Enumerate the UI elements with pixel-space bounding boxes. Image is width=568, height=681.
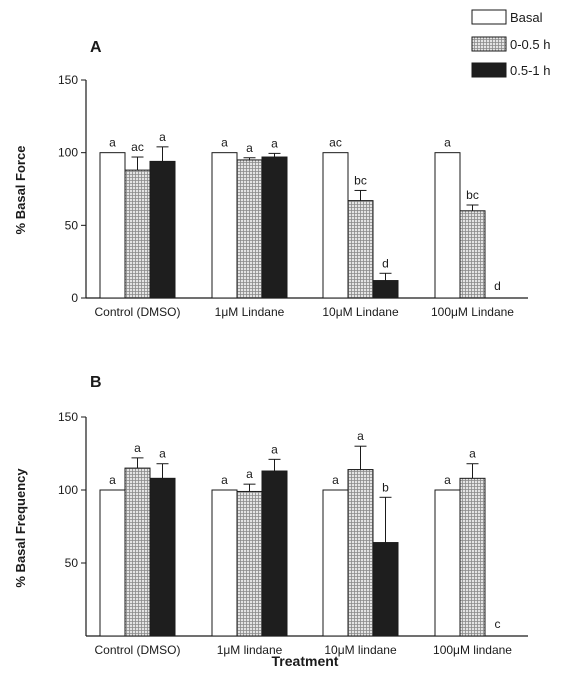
panel-b-significance-label: a [332, 473, 339, 487]
panel-a-significance-label: bc [466, 188, 479, 202]
panel-a-significance-label: a [271, 136, 278, 150]
panel-b-category-label: 100μM lindane [433, 643, 512, 657]
panel-b-significance-label: a [246, 467, 253, 481]
panel-a-chart: A % Basal Force 0 50 100 150 a ac a Control (DM… [13, 39, 528, 319]
panel-a-bar [124, 169, 151, 299]
panel-b-bar [99, 489, 126, 637]
panel-b-significance-label: a [109, 473, 116, 487]
panel-b-bar [124, 467, 151, 637]
panel-b-significance-label: a [444, 473, 451, 487]
panel-a-category-label: Control (DMSO) [94, 305, 180, 319]
panel-b-bar [149, 477, 176, 637]
panel-a-bar [149, 160, 176, 299]
panel-a-y-axis-title: % Basal Force [13, 146, 28, 235]
panel-b-y-axis-title: % Basal Frequency [13, 468, 28, 588]
panel-b-y-tick-label: 150 [58, 410, 78, 424]
panel-b-category-label: 1μM lindane [217, 643, 283, 657]
legend-swatch-0-0.5h [471, 36, 507, 52]
panel-a-significance-label: ac [329, 136, 342, 150]
panel-a-significance-label: bc [354, 173, 367, 187]
legend: Basal 0-0.5 h 0.5-1 h [471, 9, 550, 78]
panel-a-label: A [90, 39, 102, 56]
panel-b-significance-label: a [134, 441, 141, 455]
legend-label-0.5-1h: 0.5-1 h [510, 63, 550, 78]
panel-b-bar [322, 489, 349, 637]
panel-a-category-label: 10μM Lindane [322, 305, 399, 319]
panel-a-y-tick-label: 50 [65, 218, 79, 232]
panel-b-label: B [90, 374, 102, 391]
panel-b-bar [372, 542, 399, 637]
panel-a-bar [459, 210, 486, 299]
legend-label-basal: Basal [510, 10, 543, 25]
panel-a-category-label: 1μM Lindane [215, 305, 285, 319]
panel-b-bar [261, 470, 288, 637]
panel-b-significance-label: a [271, 442, 278, 456]
panel-a-y-tick-label: 150 [58, 73, 78, 87]
panel-b-bar [236, 490, 263, 637]
panel-a-significance-label: d [494, 279, 501, 293]
panel-b-bar [459, 477, 486, 637]
panel-b-y-tick-label: 50 [65, 556, 79, 570]
panel-a-significance-label: ac [131, 140, 144, 154]
panel-b-y-tick-label: 100 [58, 483, 78, 497]
panel-b-category-label: 10μM lindane [324, 643, 397, 657]
legend-label-0-0.5h: 0-0.5 h [510, 37, 550, 52]
panel-a-bar [236, 159, 263, 299]
panel-a-significance-label: a [246, 141, 253, 155]
panel-a-y-tick-label: 100 [58, 146, 78, 160]
panel-a-significance-label: d [382, 256, 389, 270]
panel-b-significance-label: a [469, 447, 476, 461]
panel-b-significance-label: a [221, 473, 228, 487]
legend-swatch-0.5-1h [471, 62, 507, 78]
panel-a-bar [347, 200, 374, 299]
panel-b-significance-label: b [382, 480, 389, 494]
panel-a-significance-label: a [159, 130, 166, 144]
panel-a-significance-label: a [109, 136, 116, 150]
panel-b-bar [434, 489, 461, 637]
panel-a-bar [322, 152, 349, 299]
panel-a-significance-label: a [221, 136, 228, 150]
legend-swatch-basal [471, 9, 507, 25]
panel-b-bar [347, 469, 374, 637]
panel-a-y-tick-label: 0 [71, 291, 78, 305]
panel-a-bar [211, 152, 238, 299]
panel-a-significance-label: a [444, 136, 451, 150]
panel-b-bar [211, 489, 238, 637]
panel-b-x-axis-title: Treatment [272, 653, 339, 669]
panel-a-bar [434, 152, 461, 299]
panel-a-bar [372, 280, 399, 299]
panel-a-bar [261, 156, 288, 299]
panel-b-category-label: Control (DMSO) [94, 643, 180, 657]
panel-a-category-label: 100μM Lindane [431, 305, 514, 319]
panel-b-significance-label: c [495, 617, 501, 631]
panel-a-bar [99, 152, 126, 299]
panel-b-chart: B % Basal Frequency Treatment 50 100 150 a a… [13, 374, 528, 669]
panel-b-significance-label: a [159, 447, 166, 461]
panel-b-significance-label: a [357, 429, 364, 443]
